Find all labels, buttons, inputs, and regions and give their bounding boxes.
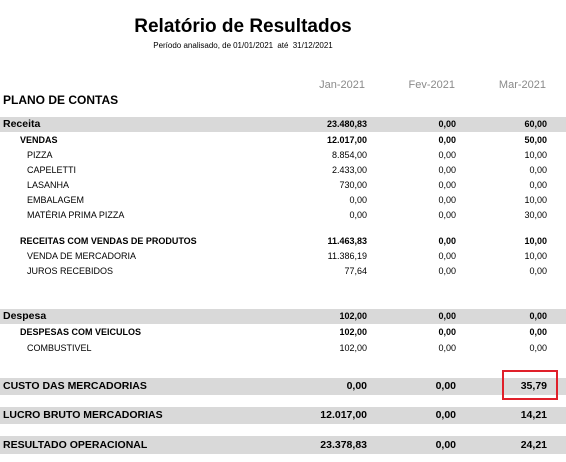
value-jan: 102,00 — [339, 311, 367, 321]
period-start: 01/01/2021 — [233, 41, 274, 50]
period-to: até — [277, 41, 289, 50]
value-fev: 0,00 — [438, 180, 456, 190]
highlight-box — [502, 370, 558, 400]
value-mar: 0,00 — [529, 180, 547, 190]
value-jan: 12.017,00 — [320, 409, 367, 421]
value-jan: 8.854,00 — [331, 150, 367, 160]
row-label: COMBUSTIVEL — [27, 343, 92, 353]
row-embalagem: EMBALAGEM 0,00 0,00 10,00 — [0, 195, 566, 208]
row-venda-de-mercadoria: VENDA DE MERCADORIA 11.386,19 0,00 10,00 — [0, 251, 566, 264]
row-label: RESULTADO OPERACIONAL — [3, 439, 148, 451]
value-mar: 0,00 — [529, 165, 547, 175]
value-fev: 0,00 — [438, 119, 456, 129]
column-header-fev: Fev-2021 — [408, 79, 455, 91]
row-label: JUROS RECEBIDOS — [27, 266, 114, 276]
row-pizza: PIZZA 8.854,00 0,00 10,00 — [0, 150, 566, 163]
value-mar: 35,79 — [520, 380, 547, 392]
value-fev: 0,00 — [438, 135, 456, 145]
value-jan: 0,00 — [349, 195, 367, 205]
row-capeletti: CAPELETTI 2.433,00 0,00 0,00 — [0, 165, 566, 178]
plano-de-contas-heading: PLANO DE CONTAS — [3, 93, 119, 107]
period-end: 31/12/2021 — [292, 41, 333, 50]
value-fev: 0,00 — [438, 210, 456, 220]
value-jan: 0,00 — [349, 210, 367, 220]
row-despesa: Despesa 102,00 0,00 0,00 — [0, 309, 566, 324]
value-fev: 0,00 — [435, 380, 456, 392]
value-mar: 10,00 — [524, 236, 547, 246]
value-fev: 0,00 — [438, 327, 456, 337]
row-lasanha: LASANHA 730,00 0,00 0,00 — [0, 180, 566, 193]
row-despesas-com-veiculos: DESPESAS COM VEICULOS 102,00 0,00 0,00 — [0, 327, 566, 340]
value-jan: 23.378,83 — [320, 439, 367, 451]
row-receitas-com-vendas: RECEITAS COM VENDAS DE PRODUTOS 11.463,8… — [0, 236, 566, 249]
report-period: Período analisado, de 01/01/2021 até 31/1… — [0, 41, 486, 50]
row-resultado-operacional: RESULTADO OPERACIONAL 23.378,83 0,00 24,… — [0, 436, 566, 454]
value-mar: 0,00 — [529, 311, 547, 321]
row-label: MATÉRIA PRIMA PIZZA — [27, 210, 125, 220]
value-fev: 0,00 — [438, 195, 456, 205]
row-label: CUSTO DAS MERCADORIAS — [3, 380, 147, 392]
value-mar: 30,00 — [524, 210, 547, 220]
value-mar: 24,21 — [520, 439, 547, 451]
column-header-mar: Mar-2021 — [498, 79, 546, 91]
value-mar: 10,00 — [524, 195, 547, 205]
value-jan: 77,64 — [344, 266, 367, 276]
value-jan: 23.480,83 — [326, 119, 367, 129]
value-mar: 50,00 — [524, 135, 547, 145]
row-combustivel: COMBUSTIVEL 102,00 0,00 0,00 — [0, 343, 566, 356]
value-fev: 0,00 — [438, 165, 456, 175]
value-fev: 0,00 — [438, 311, 456, 321]
value-mar: 0,00 — [529, 343, 547, 353]
period-label: Período analisado, de — [153, 41, 232, 50]
value-fev: 0,00 — [438, 236, 456, 246]
value-jan: 0,00 — [346, 380, 367, 392]
value-fev: 0,00 — [438, 266, 456, 276]
value-mar: 0,00 — [529, 327, 547, 337]
row-juros-recebidos: JUROS RECEBIDOS 77,64 0,00 0,00 — [0, 266, 566, 279]
value-jan: 102,00 — [339, 327, 367, 337]
row-label: DESPESAS COM VEICULOS — [20, 327, 142, 337]
row-label: LASANHA — [27, 180, 70, 190]
column-header-jan: Jan-2021 — [319, 79, 365, 91]
value-fev: 0,00 — [435, 409, 456, 421]
row-label: LUCRO BRUTO MERCADORIAS — [3, 409, 163, 421]
row-label: EMBALAGEM — [27, 195, 85, 205]
value-fev: 0,00 — [435, 439, 456, 451]
value-mar: 0,00 — [529, 266, 547, 276]
value-jan: 11.463,83 — [327, 236, 367, 246]
value-jan: 102,00 — [339, 343, 367, 353]
value-fev: 0,00 — [438, 251, 456, 261]
row-label: VENDAS — [20, 135, 58, 145]
value-fev: 0,00 — [438, 150, 456, 160]
row-label: RECEITAS COM VENDAS DE PRODUTOS — [20, 236, 197, 246]
value-mar: 14,21 — [520, 409, 547, 421]
value-mar: 60,00 — [524, 119, 547, 129]
row-label: VENDA DE MERCADORIA — [27, 251, 137, 261]
value-fev: 0,00 — [438, 343, 456, 353]
value-jan: 11.386,19 — [327, 251, 367, 261]
value-mar: 10,00 — [524, 251, 547, 261]
row-receita: Receita 23.480,83 0,00 60,00 — [0, 117, 566, 132]
value-jan: 730,00 — [339, 180, 367, 190]
row-label: Receita — [3, 118, 41, 130]
report-title: Relatório de Resultados — [134, 16, 352, 37]
row-vendas: VENDAS 12.017,00 0,00 50,00 — [0, 135, 566, 148]
row-materia-prima-pizza: MATÉRIA PRIMA PIZZA 0,00 0,00 30,00 — [0, 210, 566, 223]
value-jan: 2.433,00 — [331, 165, 367, 175]
row-custo-das-mercadorias: CUSTO DAS MERCADORIAS 0,00 0,00 35,79 — [0, 378, 566, 395]
row-lucro-bruto-mercadorias: LUCRO BRUTO MERCADORIAS 12.017,00 0,00 1… — [0, 407, 566, 424]
value-jan: 12.017,00 — [326, 135, 367, 145]
row-label: PIZZA — [27, 150, 53, 160]
row-label: Despesa — [3, 310, 47, 322]
value-mar: 10,00 — [524, 150, 547, 160]
row-label: CAPELETTI — [27, 165, 77, 175]
